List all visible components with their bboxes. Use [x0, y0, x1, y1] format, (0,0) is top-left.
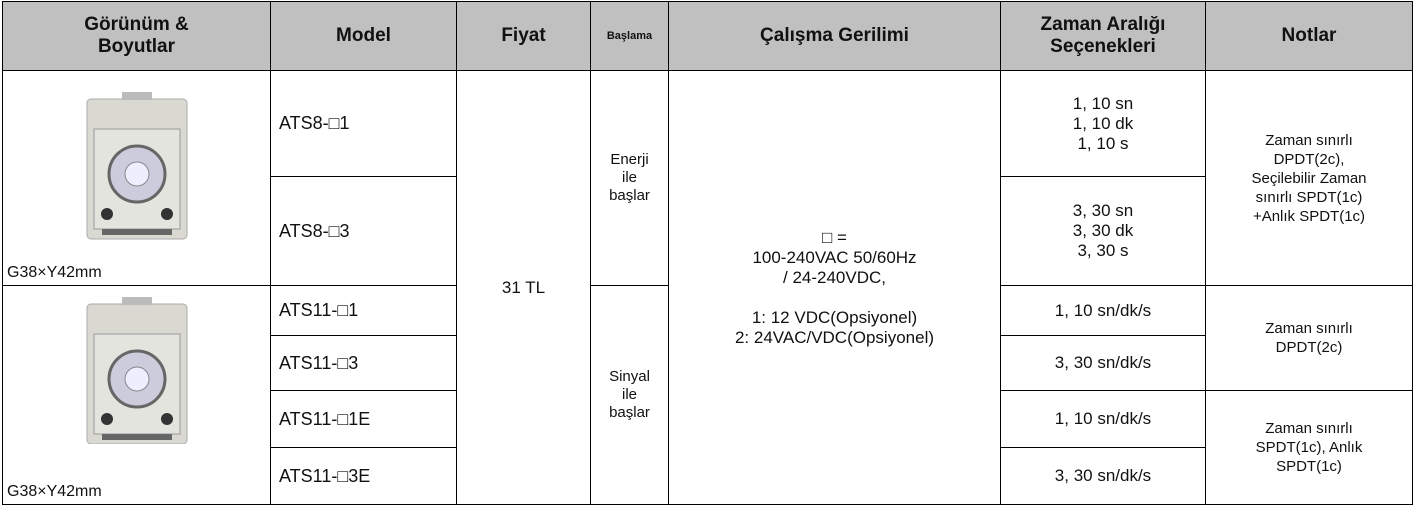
column-header: Notlar [1205, 1, 1413, 71]
note-cell: Zaman sınırlı SPDT(1c), Anlık SPDT(1c) [1205, 390, 1413, 505]
model-row: G38×Y42mm ATS8-□1 31 TL Enerji ile başlar □ … [2, 70, 1413, 505]
range-cell: 3, 30 sn 3, 30 dk 3, 30 s [1000, 176, 1206, 286]
column-header: Çalışma Gerilimi [668, 1, 1001, 71]
model-row: ATS11-□3E 3, 30 sn/dk/s [3, 447, 1413, 505]
model-cell: ATS8-□1 [270, 70, 457, 177]
model-cell: ATS11-□1 [270, 285, 457, 336]
price-cell: 31 TL [456, 70, 591, 505]
voltage-cell: □ = 100-240VAC 50/60Hz / 24-240VDC, 1: 1… [668, 70, 1001, 505]
start-cell: Sinyal ile başlar [590, 285, 669, 505]
device-image [86, 92, 187, 240]
model-row: G38×Y42mm ATS11-□1 Sinyal ile başlar 1, 10 … [2, 285, 1413, 505]
model-row: ATS11-□1E 1, 10 sn/dk/s Zaman sınırlı SPDT… [3, 390, 1413, 505]
range-cell: 3, 30 sn/dk/s [1000, 447, 1206, 505]
size-caption: G38×Y42mm [7, 264, 102, 281]
model-cell: ATS8-□3 [270, 176, 457, 286]
column-header: Zaman Aralığı Seçenekleri [1000, 1, 1206, 71]
model-cell: ATS11-□1E [270, 390, 457, 448]
column-header: Model [270, 1, 457, 71]
model-row: ATS11-□3 3, 30 sn/dk/s [3, 335, 1413, 391]
range-cell: 1, 10 sn 1, 10 dk 1, 10 s [1000, 70, 1206, 177]
size-caption: G38×Y42mm [7, 483, 102, 500]
column-header: Fiyat [456, 1, 591, 71]
model-cell: ATS11-□3 [270, 335, 457, 391]
column-header: Başlama [590, 1, 669, 71]
note-cell: Zaman sınırlı DPDT(2c), Seçilebilir Zama… [1205, 70, 1413, 286]
image-cell: G38×Y42mm [2, 70, 271, 286]
range-cell: 1, 10 sn/dk/s [1000, 285, 1206, 336]
start-cell: Enerji ile başlar [590, 70, 669, 286]
range-cell: 3, 30 sn/dk/s [1000, 335, 1206, 391]
note-cell: Zaman sınırlı DPDT(2c) [1205, 285, 1413, 391]
image-cell: G38×Y42mm [2, 285, 271, 505]
column-header: Görünüm & Boyutlar [2, 1, 271, 71]
device-image [86, 297, 187, 444]
model-cell: ATS11-□3E [270, 447, 457, 505]
range-cell: 1, 10 sn/dk/s [1000, 390, 1206, 448]
header-row: Görünüm & Boyutlar Model Fiyat Başlama Çalış… [2, 1, 1413, 71]
